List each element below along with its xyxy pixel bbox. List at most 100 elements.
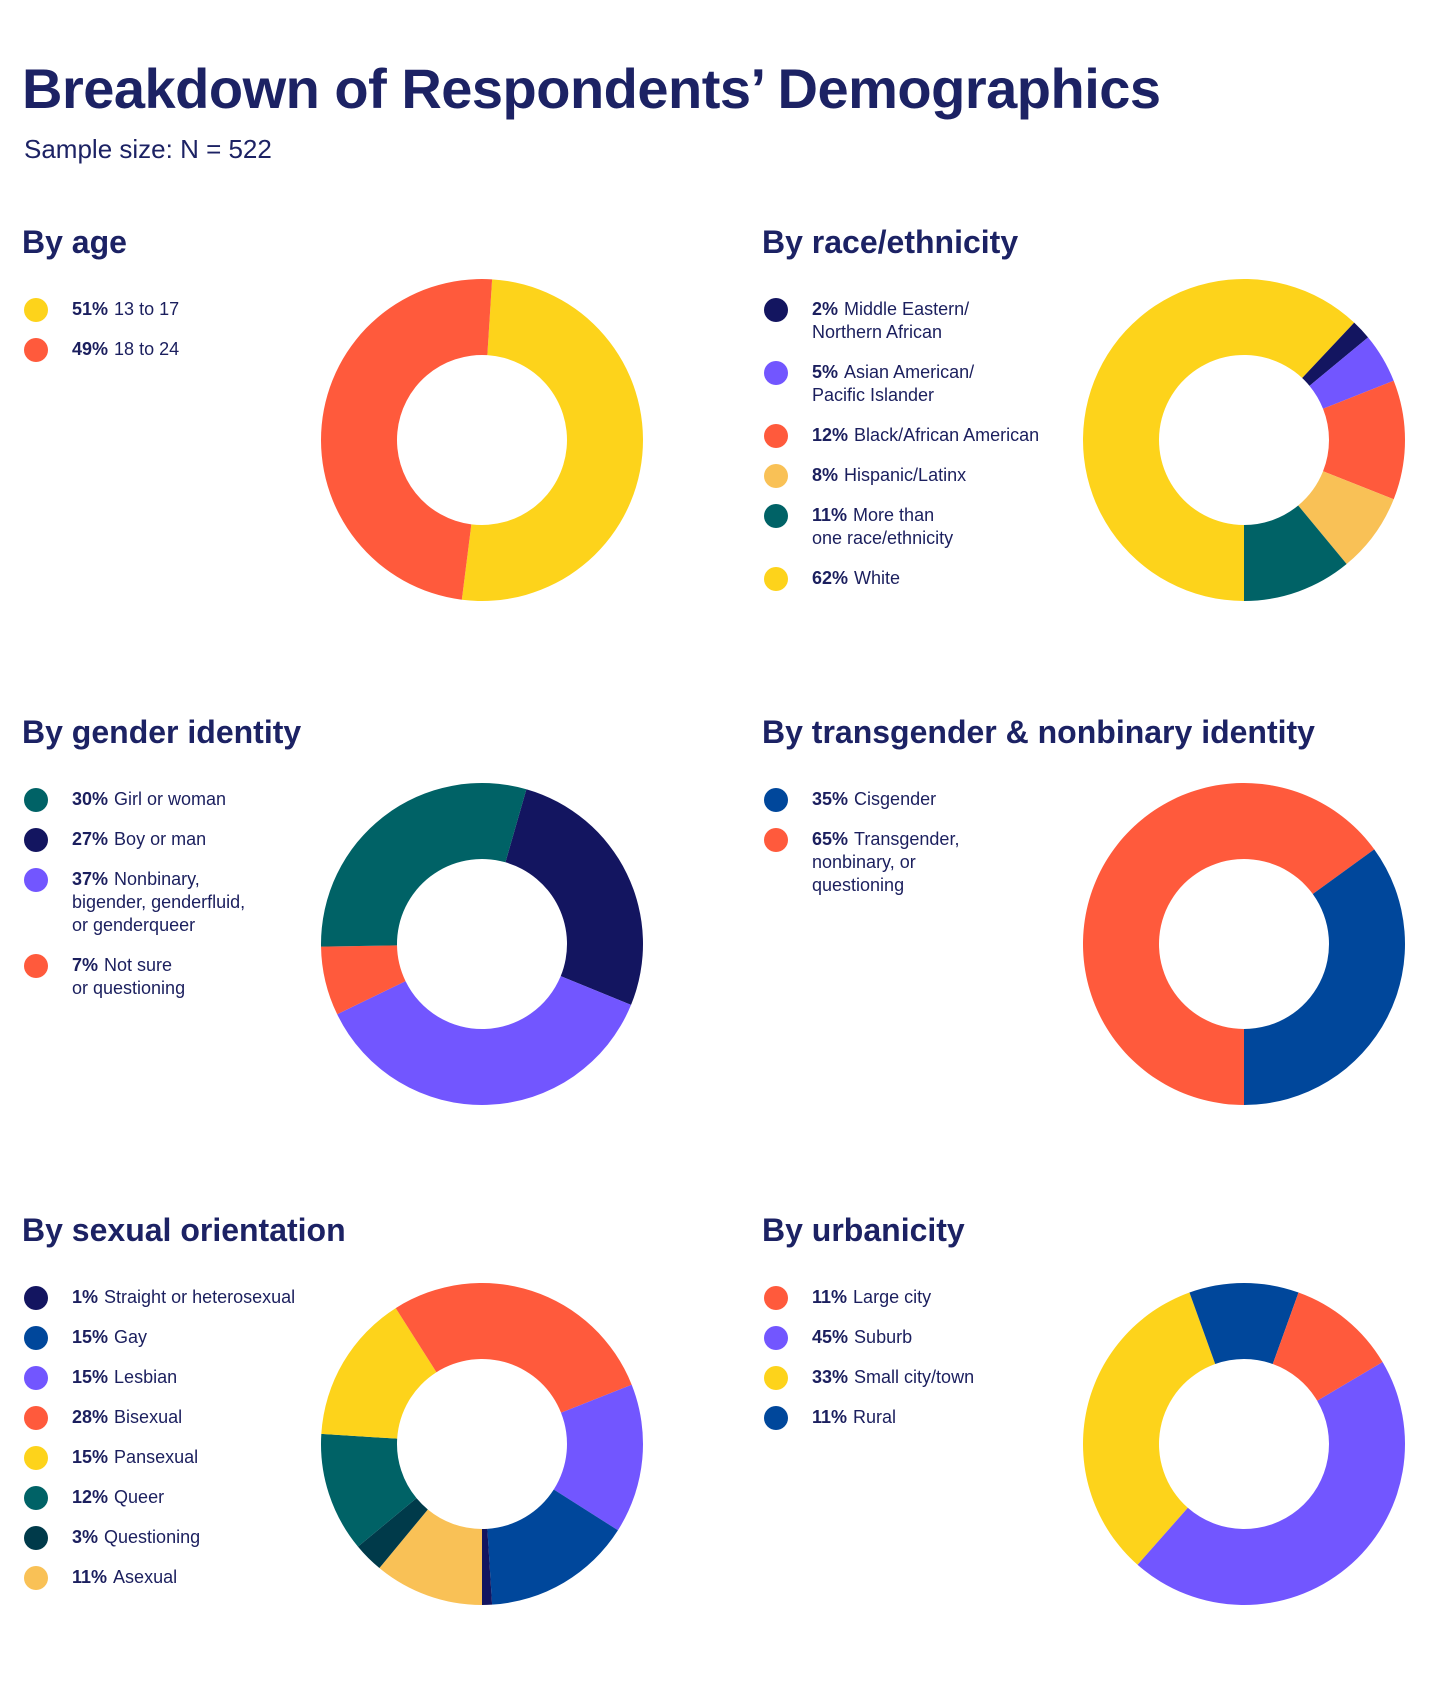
legend-swatch: [24, 338, 48, 362]
legend-item: 62% White: [764, 567, 1084, 591]
legend-swatch: [764, 567, 788, 591]
legend-item: 7% Not sure or questioning: [24, 954, 344, 1000]
chart-legend: 30% Girl or woman 27% Boy or man 37% Nonbinar…: [24, 788, 344, 1017]
chart-legend: 1% Straight or heterosexual 15% Gay 15% Lesbi…: [24, 1286, 344, 1606]
chart-panel-by-age: By age 51% 13 to 17 49% 18 to 24: [22, 224, 712, 664]
chart-title: By gender identity: [22, 714, 302, 750]
donut-chart-by-race-ethnicity: [1083, 278, 1405, 601]
legend-item: 27% Boy or man: [24, 828, 344, 852]
legend-percent: 15%: [72, 1327, 109, 1347]
legend-label: Suburb: [854, 1327, 913, 1347]
donut-chart-by-gender-identity: [321, 783, 643, 1105]
legend-swatch: [24, 1326, 48, 1350]
legend-label: Gay: [114, 1327, 148, 1347]
legend-item: 1% Straight or heterosexual: [24, 1286, 344, 1310]
legend-swatch: [764, 1406, 788, 1430]
legend-label: Questioning: [104, 1527, 201, 1547]
legend-percent: 7%: [72, 955, 99, 975]
legend-label: Pansexual: [114, 1447, 199, 1467]
donut-slice-straight-or-heterosexual: [482, 1528, 493, 1605]
chart-legend: 2% Middle Eastern/ Northern African 5% Asia…: [764, 298, 1084, 607]
legend-swatch: [24, 1486, 48, 1510]
donut-slice-nonbinary-bigender-genderfluid-or-genderqueer: [337, 976, 632, 1105]
donut-slice-white: [1083, 278, 1355, 601]
chart-panel-by-transgender-nonbinary-identity: By transgender & nonbinary identity 35% Ci…: [762, 714, 1440, 1154]
legend-swatch: [764, 1286, 788, 1310]
legend-label: Lesbian: [114, 1367, 178, 1387]
chart-panel-by-sexual-orientation: By sexual orientation 1% Straight or heter…: [22, 1212, 712, 1652]
legend-item: 37% Nonbinary, bigender, genderfluid, or …: [24, 868, 344, 937]
legend-label: Black/African American: [854, 425, 1040, 445]
donut-chart-by-age: [320, 278, 643, 601]
legend-swatch: [764, 1366, 788, 1390]
donut-slice-18-to-24: [320, 278, 493, 600]
legend-item: 15% Lesbian: [24, 1366, 344, 1390]
legend-percent: 45%: [812, 1327, 849, 1347]
legend-label: Transgender, nonbinary, or questioning: [812, 829, 960, 895]
legend-percent: 30%: [72, 789, 109, 809]
legend-percent: 11%: [812, 505, 848, 525]
legend-swatch: [764, 1326, 788, 1350]
legend-label: Not sure or questioning: [72, 955, 186, 998]
donut-slice-lesbian: [553, 1384, 643, 1531]
legend-percent: 11%: [812, 1407, 848, 1427]
legend-percent: 3%: [72, 1527, 99, 1547]
chart-title: By race/ethnicity: [762, 224, 1019, 260]
legend-item: 65% Transgender, nonbinary, or questionin…: [764, 828, 1084, 897]
legend-item: 8% Hispanic/Latinx: [764, 464, 1084, 488]
chart-title: By sexual orientation: [22, 1212, 346, 1248]
legend-swatch: [24, 868, 48, 892]
legend-swatch: [764, 504, 788, 528]
legend-swatch: [24, 1406, 48, 1430]
legend-percent: 37%: [72, 869, 109, 889]
chart-panel-by-urbanicity: By urbanicity 11% Large city 45% Suburb 33% Sm…: [762, 1212, 1440, 1652]
legend-item: 3% Questioning: [24, 1526, 344, 1550]
legend-swatch: [24, 788, 48, 812]
legend-item: 12% Queer: [24, 1486, 344, 1510]
legend-percent: 51%: [72, 299, 109, 319]
donut-slice-bisexual: [395, 1283, 632, 1413]
donut-slice-boy-or-man: [505, 789, 643, 1005]
legend-swatch: [24, 1286, 48, 1310]
chart-legend: 11% Large city 45% Suburb 33% Small city/town…: [764, 1286, 1084, 1446]
legend-label: 18 to 24: [114, 339, 180, 359]
legend-label: Boy or man: [114, 829, 207, 849]
donut-chart-by-sexual-orientation: [321, 1283, 643, 1605]
chart-title: By transgender & nonbinary identity: [762, 714, 1315, 750]
page-title: Breakdown of Respondents’ Demographics: [22, 57, 1161, 120]
donut-slice-queer: [321, 1433, 417, 1547]
legend-swatch: [24, 954, 48, 978]
legend-label: White: [854, 568, 901, 588]
legend-item: 45% Suburb: [764, 1326, 1084, 1350]
donut-slice-questioning: [357, 1498, 428, 1569]
legend-label: Girl or woman: [114, 789, 227, 809]
legend-label: Middle Eastern/ Northern African: [812, 299, 970, 342]
donut-chart-by-urbanicity: [1083, 1283, 1405, 1605]
donut-slice-asian-american-pacific-islander: [1309, 337, 1394, 409]
legend-label: Straight or heterosexual: [104, 1287, 296, 1307]
legend-percent: 12%: [72, 1487, 109, 1507]
donut-slice-cisgender: [1244, 849, 1405, 1105]
donut-slice-hispanic-latinx: [1298, 471, 1394, 565]
legend-label: 13 to 17: [114, 299, 180, 319]
legend-label: Hispanic/Latinx: [844, 465, 967, 485]
donut-slice-gay: [487, 1489, 618, 1605]
donut-slice-more-than-one-race-ethnicity: [1244, 505, 1347, 601]
legend-percent: 15%: [72, 1447, 109, 1467]
legend-swatch: [764, 464, 788, 488]
legend-percent: 35%: [812, 789, 849, 809]
donut-slice-pansexual: [321, 1308, 437, 1439]
legend-label: Asian American/ Pacific Islander: [812, 362, 975, 405]
legend-label: Cisgender: [854, 789, 937, 809]
donut-slice-rural: [1189, 1283, 1299, 1365]
legend-label: Asexual: [113, 1567, 178, 1587]
legend-percent: 27%: [72, 829, 109, 849]
donut-chart-by-transgender-nonbinary-identity: [1083, 783, 1405, 1105]
legend-item: 28% Bisexual: [24, 1406, 344, 1430]
sample-size: Sample size: N = 522: [24, 134, 272, 164]
legend-item: 15% Gay: [24, 1326, 344, 1350]
donut-slice-black-african-american: [1323, 380, 1405, 500]
legend-percent: 65%: [812, 829, 849, 849]
legend-item: 5% Asian American/ Pacific Islander: [764, 361, 1084, 407]
legend-swatch: [24, 828, 48, 852]
